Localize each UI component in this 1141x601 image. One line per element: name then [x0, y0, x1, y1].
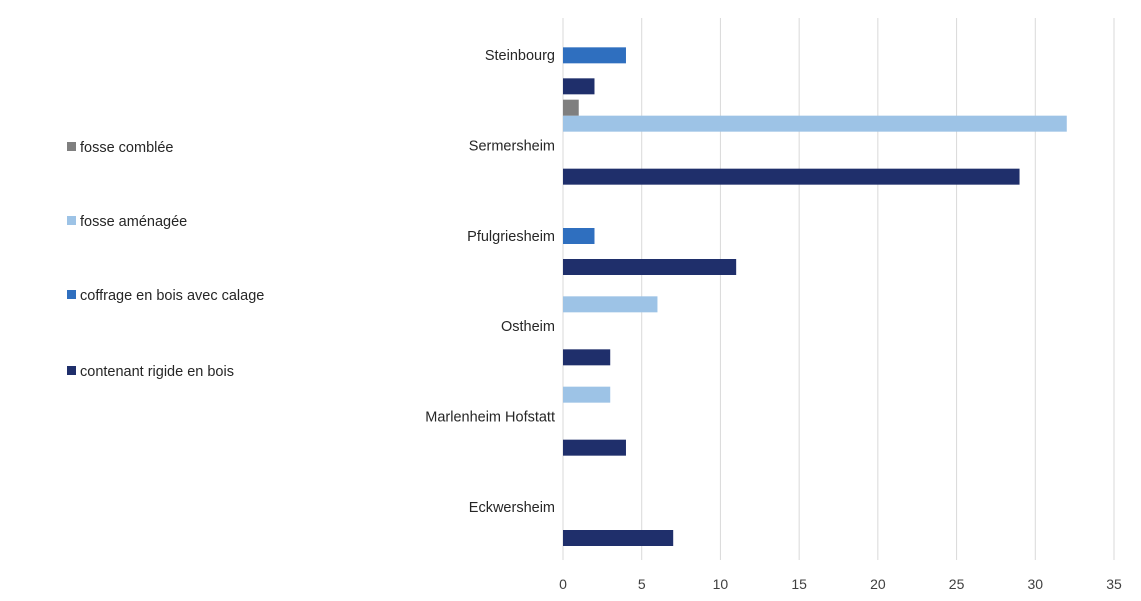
category-label: Marlenheim Hofstatt: [425, 410, 555, 426]
x-tick-label: 25: [949, 576, 965, 592]
legend-entry: coffrage en bois avec calage: [80, 288, 264, 304]
bar: [563, 99, 579, 116]
bar: [563, 386, 611, 403]
legend-entry: fosse comblée: [80, 140, 174, 156]
legend-swatch: [67, 142, 76, 151]
bar: [563, 530, 674, 546]
category-label: Pfulgriesheim: [467, 229, 555, 245]
bar: [563, 78, 595, 95]
x-tick-label: 35: [1106, 576, 1122, 592]
bar: [563, 349, 611, 366]
bar: [563, 228, 595, 244]
bar: [563, 439, 626, 456]
x-tick-label: 0: [559, 576, 567, 592]
bar: [563, 115, 1067, 132]
x-tick-label: 30: [1027, 576, 1043, 592]
x-tick-label: 10: [713, 576, 729, 592]
legend-swatch: [67, 216, 76, 225]
bar: [563, 296, 658, 313]
legend-swatch: [67, 366, 76, 375]
legend-swatch: [67, 290, 76, 299]
x-tick-label: 5: [638, 576, 646, 592]
bar: [563, 259, 737, 275]
legend-entry: fosse aménagée: [80, 214, 187, 230]
legend: fosse comblée fosse aménagée coffrage en b…: [67, 140, 264, 380]
x-tick-label: 15: [791, 576, 807, 592]
grid-lines: [562, 18, 1115, 560]
category-label: Ostheim: [501, 319, 555, 335]
category-label: Eckwersheim: [469, 500, 555, 516]
category-label: Steinbourg: [485, 48, 555, 64]
axis-labels: 0 5 10 15 20 25 30 35 Eckwersheim Marlenheim Hofs…: [425, 48, 1122, 592]
bar: [563, 47, 626, 64]
bar: [563, 168, 1020, 185]
legend-entry: contenant rigide en bois: [80, 364, 234, 380]
bars: [563, 47, 1067, 546]
category-label: Sermersheim: [469, 139, 555, 155]
x-tick-label: 20: [870, 576, 886, 592]
